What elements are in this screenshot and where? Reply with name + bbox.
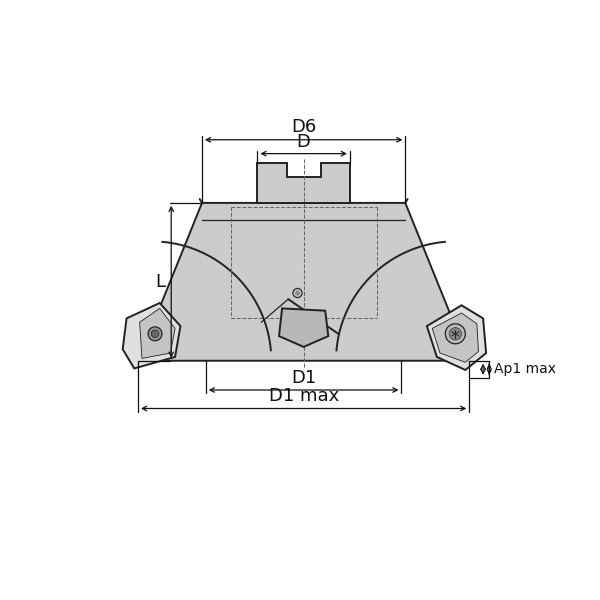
Circle shape <box>148 327 162 341</box>
Text: D1: D1 <box>291 369 316 387</box>
Circle shape <box>449 328 461 340</box>
Circle shape <box>293 289 302 298</box>
Text: D1 max: D1 max <box>269 388 339 406</box>
Text: Ap1 max: Ap1 max <box>494 362 556 376</box>
Circle shape <box>295 290 300 295</box>
Polygon shape <box>123 303 181 368</box>
Text: D: D <box>297 133 311 151</box>
Polygon shape <box>279 308 328 347</box>
Circle shape <box>151 330 159 338</box>
Text: L: L <box>155 273 165 291</box>
Polygon shape <box>432 313 478 362</box>
Polygon shape <box>138 203 469 361</box>
Text: D6: D6 <box>291 118 316 136</box>
Polygon shape <box>257 163 350 203</box>
Polygon shape <box>427 305 486 370</box>
Circle shape <box>445 324 466 344</box>
Polygon shape <box>140 308 175 358</box>
